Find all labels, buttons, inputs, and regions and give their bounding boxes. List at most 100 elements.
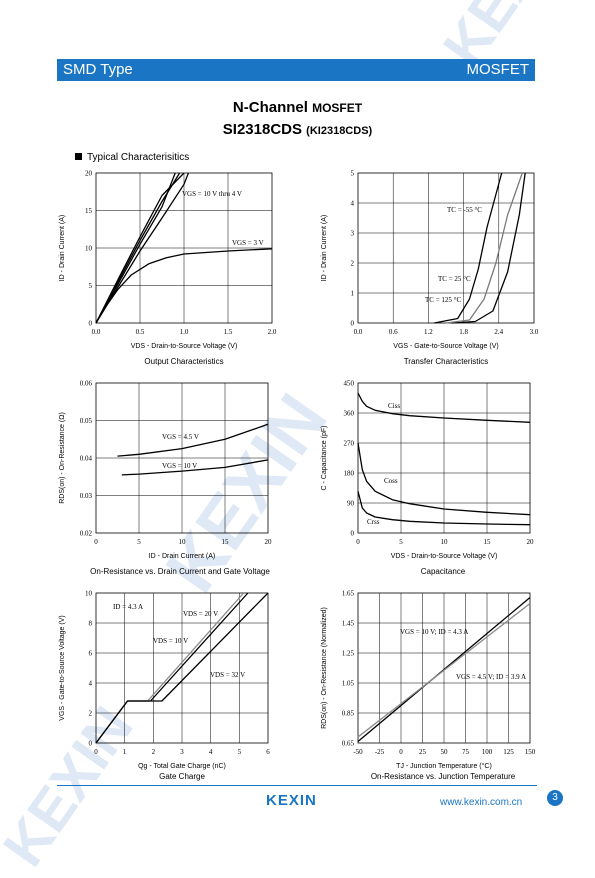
caption-output: Output Characteristics	[144, 357, 224, 366]
x-tick-label: 10	[441, 538, 449, 546]
curve-annotation-label: TC = 125 °C	[425, 296, 461, 304]
x-tick-label: 15	[222, 538, 230, 546]
y-tick-label: 180	[344, 470, 355, 478]
y-tick-label: 20	[85, 170, 93, 178]
curve-annotation-label: TC = -55 °C	[447, 206, 482, 214]
y-tick-label: 15	[85, 207, 93, 215]
curve-annotation-label: Ciss	[388, 402, 400, 410]
x-tick-label: 5	[137, 538, 141, 546]
x-axis-label: VDS - Drain-to-Source Voltage (V)	[131, 343, 238, 350]
x-tick-label: 6	[266, 748, 270, 756]
y-tick-label: 2	[351, 260, 355, 268]
caption-onres: On-Resistance vs. Drain Current and Gate…	[90, 567, 270, 576]
x-tick-label: 4	[209, 748, 213, 756]
header-type-label: SMD Type	[63, 61, 133, 78]
x-tick-label: 25	[419, 748, 427, 756]
series-line	[95, 592, 249, 744]
x-tick-label: 1.2	[424, 328, 433, 336]
curve-annotation-label: ID = 4.3 A	[113, 603, 143, 611]
x-tick-label: 0.0	[92, 328, 101, 336]
series-line	[357, 491, 531, 526]
y-axis-label: RDS(on) - On-Resistance (Ω)	[59, 412, 66, 504]
series-line	[95, 592, 245, 744]
title-main-small: MOSFET	[312, 101, 363, 115]
header-bar: SMD Type MOSFET	[57, 59, 535, 81]
x-axis-label: VDS - Drain-to-Source Voltage (V)	[391, 553, 498, 560]
y-tick-label: 0.02	[80, 530, 93, 538]
series-line	[121, 459, 269, 476]
y-tick-label: 1.05	[342, 680, 355, 688]
y-tick-label: 0.65	[342, 740, 355, 748]
x-tick-label: 0	[399, 748, 403, 756]
x-tick-label: 150	[525, 748, 536, 756]
x-tick-label: -25	[375, 748, 385, 756]
x-tick-label: 2.4	[494, 328, 503, 336]
series-line	[434, 172, 503, 324]
curve-annotation-label: VGS = 10 V; ID = 4.3 A	[400, 628, 468, 636]
x-tick-label: 0.0	[354, 328, 363, 336]
x-tick-label: 2.0	[268, 328, 277, 336]
part-number-main: SI2318CDS	[222, 121, 302, 138]
curve-annotation-label: VDS = 10 V	[153, 637, 188, 645]
x-axis-label: ID - Drain Current (A)	[149, 553, 216, 560]
y-tick-label: 5	[351, 170, 355, 178]
footer-divider	[57, 785, 537, 786]
x-tick-label: 75	[462, 748, 470, 756]
y-tick-label: 0.03	[80, 492, 93, 500]
x-tick-label: 1	[123, 748, 127, 756]
x-tick-label: 0	[356, 538, 360, 546]
x-tick-label: 3	[180, 748, 184, 756]
page-title: N-Channel MOSFET	[0, 99, 595, 116]
y-tick-label: 0	[351, 530, 355, 538]
x-tick-label: 2	[152, 748, 156, 756]
y-tick-label: 1.45	[342, 620, 355, 628]
y-axis-label: ID - Drain Current (A)	[59, 215, 66, 282]
x-tick-label: 0	[94, 748, 98, 756]
y-tick-label: 10	[85, 590, 93, 598]
series-line	[451, 172, 526, 324]
y-tick-label: 8	[89, 620, 93, 628]
x-tick-label: 20	[265, 538, 273, 546]
series-line	[357, 392, 531, 423]
series-line	[357, 442, 531, 516]
y-tick-label: 1	[351, 290, 355, 298]
y-tick-label: 2	[89, 710, 93, 718]
x-tick-label: 100	[482, 748, 493, 756]
y-axis-label: C - Capacitance (pF)	[321, 426, 328, 491]
curve-annotation-label: VDS = 32 V	[210, 671, 245, 679]
y-tick-label: 5	[89, 282, 93, 290]
footer-url[interactable]: www.kexin.com.cn	[440, 797, 523, 808]
x-tick-label: 50	[441, 748, 449, 756]
x-axis-label: VGS - Gate-to-Source Voltage (V)	[393, 343, 498, 350]
x-axis-label: TJ - Junction Temperature (°C)	[396, 762, 492, 770]
page-number-badge: 3	[547, 790, 563, 806]
series-line	[95, 172, 190, 324]
x-tick-label: 5	[238, 748, 242, 756]
series-line	[95, 592, 269, 744]
y-axis-label: ID - Drain Current (A)	[321, 215, 328, 282]
curve-annotation-label: VGS = 10 V	[162, 462, 197, 470]
y-tick-label: 0	[89, 320, 93, 328]
x-tick-label: 1.0	[180, 328, 189, 336]
curve-annotation-label: Crss	[367, 518, 380, 526]
series-line	[357, 602, 531, 738]
y-tick-label: 1.65	[342, 590, 355, 598]
part-number: SI2318CDS (KI2318CDS)	[0, 121, 595, 138]
curve-annotation-label: VGS = 4.5 V; ID = 3.9 A	[456, 673, 526, 681]
curve-annotation-label: TC = 25 °C	[438, 275, 471, 283]
y-tick-label: 360	[344, 410, 355, 418]
x-tick-label: 15	[484, 538, 492, 546]
x-tick-label: 20	[527, 538, 535, 546]
x-tick-label: 5	[399, 538, 403, 546]
y-tick-label: 450	[344, 380, 355, 388]
x-tick-label: 10	[179, 538, 187, 546]
y-tick-label: 4	[89, 680, 93, 688]
series-line	[445, 172, 523, 324]
series-line	[95, 172, 176, 324]
curve-annotation-label: VGS = 10 V thru 4 V	[182, 190, 242, 198]
kexin-logo: KEXIN	[266, 792, 317, 809]
x-axis-label: Qg - Total Gate Charge (nC)	[138, 763, 226, 770]
y-tick-label: 10	[85, 245, 93, 253]
y-tick-label: 0.06	[80, 380, 93, 388]
